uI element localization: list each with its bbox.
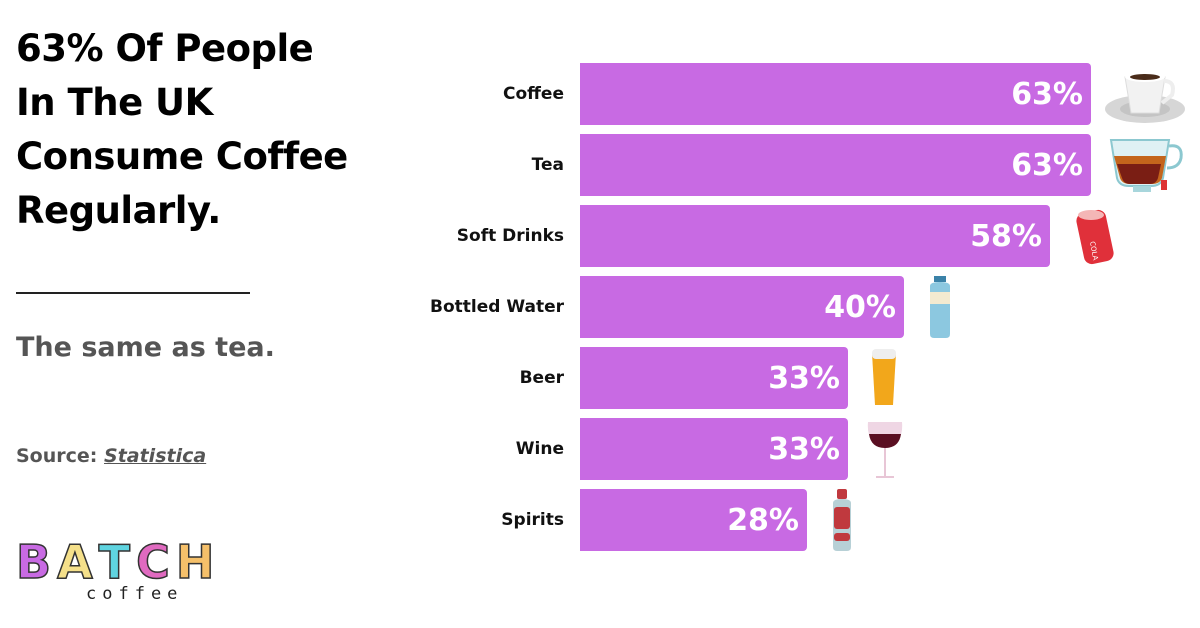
headline-line: 63% Of People xyxy=(16,27,314,70)
logo-letter: B xyxy=(15,535,52,589)
source-link[interactable]: Statistica xyxy=(104,445,207,467)
water-bottle-icon xyxy=(910,276,1000,338)
headline-line: Consume Coffee xyxy=(16,135,348,178)
beer-glass-icon xyxy=(854,347,944,409)
logo-letter: T xyxy=(98,535,131,589)
headline-line: In The UK xyxy=(16,81,213,124)
headline-line: Regularly. xyxy=(16,189,221,232)
divider xyxy=(16,292,250,294)
spirits-bottle-icon xyxy=(813,489,903,551)
bar: 63% xyxy=(580,134,1091,196)
subtitle: The same as tea. xyxy=(16,332,275,363)
logo-letter: H xyxy=(175,535,215,589)
chart-row: Tea 63% xyxy=(0,134,1200,196)
chart-row: Coffee 63% xyxy=(0,63,1200,125)
category-label: Soft Drinks xyxy=(456,226,564,246)
logo-subtext: coffee xyxy=(86,584,184,604)
chart-row: Beer 33% xyxy=(0,347,1200,409)
category-label: Coffee xyxy=(503,84,564,104)
soda-can-icon xyxy=(1056,205,1146,267)
value-label: 28% xyxy=(727,502,799,538)
value-label: 58% xyxy=(970,218,1042,254)
source: Source: Statistica xyxy=(16,445,206,467)
chart-row: Spirits 28% xyxy=(0,489,1200,551)
bar: 28% xyxy=(580,489,807,551)
wine-glass-icon xyxy=(854,418,944,480)
category-label: Spirits xyxy=(501,510,564,530)
category-label: Tea xyxy=(531,155,564,175)
chart-row: Wine 33% xyxy=(0,418,1200,480)
category-label: Bottled Water xyxy=(430,297,564,317)
bar: 40% xyxy=(580,276,904,338)
bar: 33% xyxy=(580,418,848,480)
logo-letter: A xyxy=(56,535,93,589)
logo-letter: C xyxy=(135,535,170,589)
tea-cup-icon xyxy=(1097,134,1187,196)
headline: 63% Of People In The UK Consume Coffee R… xyxy=(16,22,426,238)
source-prefix: Source: xyxy=(16,445,98,467)
value-label: 63% xyxy=(1011,147,1083,183)
value-label: 40% xyxy=(824,289,896,325)
value-label: 33% xyxy=(768,360,840,396)
coffee-cup-icon xyxy=(1097,63,1187,125)
bar: 33% xyxy=(580,347,848,409)
value-label: 63% xyxy=(1011,76,1083,112)
bar: 58% xyxy=(580,205,1050,267)
chart-row: Bottled Water 40% xyxy=(0,276,1200,338)
value-label: 33% xyxy=(768,431,840,467)
chart-row: Soft Drinks 58% xyxy=(0,205,1200,267)
category-label: Beer xyxy=(519,368,564,388)
bar: 63% xyxy=(580,63,1091,125)
category-label: Wine xyxy=(515,439,564,459)
